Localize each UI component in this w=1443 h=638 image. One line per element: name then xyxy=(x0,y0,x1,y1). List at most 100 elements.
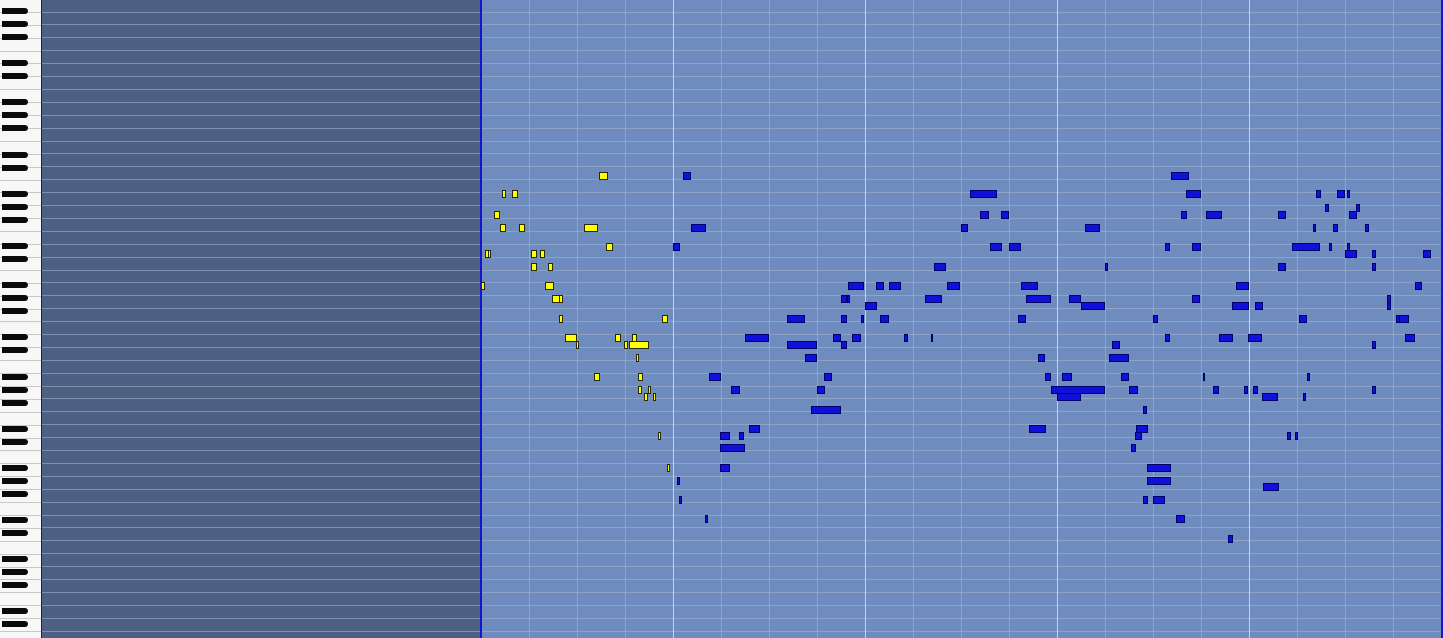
piano-white-key[interactable] xyxy=(0,593,41,607)
upcoming-note[interactable] xyxy=(1121,373,1129,381)
upcoming-note[interactable] xyxy=(1325,204,1329,212)
played-note[interactable] xyxy=(545,282,554,290)
piano-black-key[interactable] xyxy=(2,191,28,197)
piano-white-key[interactable] xyxy=(0,77,41,91)
upcoming-note[interactable] xyxy=(720,464,730,472)
piano-black-key[interactable] xyxy=(2,73,28,79)
played-note[interactable] xyxy=(636,354,639,362)
upcoming-note[interactable] xyxy=(1299,315,1307,323)
played-note[interactable] xyxy=(662,315,668,323)
upcoming-note[interactable] xyxy=(749,425,760,433)
upcoming-note[interactable] xyxy=(980,211,989,219)
upcoming-note[interactable] xyxy=(787,315,805,323)
played-note[interactable] xyxy=(648,386,651,394)
piano-black-key[interactable] xyxy=(2,295,28,301)
piano-black-key[interactable] xyxy=(2,478,28,484)
upcoming-note[interactable] xyxy=(705,515,708,523)
upcoming-note[interactable] xyxy=(1081,302,1105,310)
upcoming-note[interactable] xyxy=(1303,393,1306,401)
upcoming-note[interactable] xyxy=(947,282,960,290)
played-note[interactable] xyxy=(667,464,670,472)
upcoming-note[interactable] xyxy=(1192,295,1200,303)
piano-black-key[interactable] xyxy=(2,165,28,171)
piano-black-key[interactable] xyxy=(2,308,28,314)
piano-black-key[interactable] xyxy=(2,21,28,27)
piano-white-key[interactable] xyxy=(0,632,41,638)
upcoming-note[interactable] xyxy=(1372,386,1376,394)
upcoming-note[interactable] xyxy=(1307,373,1310,381)
upcoming-note[interactable] xyxy=(739,432,744,440)
upcoming-note[interactable] xyxy=(1316,190,1321,198)
upcoming-note[interactable] xyxy=(1387,302,1391,310)
upcoming-note[interactable] xyxy=(1399,315,1409,323)
upcoming-note[interactable] xyxy=(852,334,861,342)
upcoming-note[interactable] xyxy=(720,432,730,440)
upcoming-note[interactable] xyxy=(925,295,942,303)
upcoming-note[interactable] xyxy=(1165,243,1170,251)
upcoming-note[interactable] xyxy=(805,354,817,362)
upcoming-note[interactable] xyxy=(1295,432,1298,440)
upcoming-note[interactable] xyxy=(1365,224,1369,232)
upcoming-note[interactable] xyxy=(931,334,933,342)
piano-black-key[interactable] xyxy=(2,582,28,588)
played-note[interactable] xyxy=(606,243,613,251)
upcoming-note[interactable] xyxy=(1349,211,1357,219)
upcoming-note[interactable] xyxy=(1255,302,1263,310)
piano-black-key[interactable] xyxy=(2,256,28,262)
upcoming-note[interactable] xyxy=(1213,386,1219,394)
upcoming-note[interactable] xyxy=(934,263,946,271)
upcoming-note[interactable] xyxy=(1345,250,1357,258)
played-note[interactable] xyxy=(629,341,649,349)
piano-black-key[interactable] xyxy=(2,34,28,40)
upcoming-note[interactable] xyxy=(1278,263,1286,271)
upcoming-note[interactable] xyxy=(720,444,745,452)
upcoming-note[interactable] xyxy=(1171,172,1189,180)
piano-black-key[interactable] xyxy=(2,99,28,105)
upcoming-note[interactable] xyxy=(1329,243,1332,251)
upcoming-note[interactable] xyxy=(745,334,769,342)
piano-black-key[interactable] xyxy=(2,243,28,249)
upcoming-note[interactable] xyxy=(990,243,1002,251)
upcoming-note[interactable] xyxy=(1292,243,1320,251)
upcoming-note[interactable] xyxy=(1206,211,1222,219)
upcoming-note[interactable] xyxy=(1085,224,1100,232)
upcoming-note[interactable] xyxy=(1026,295,1051,303)
upcoming-note[interactable] xyxy=(889,282,901,290)
upcoming-note[interactable] xyxy=(865,302,877,310)
upcoming-note[interactable] xyxy=(1186,190,1201,198)
upcoming-note[interactable] xyxy=(1018,315,1026,323)
piano-white-key[interactable] xyxy=(0,361,41,375)
upcoming-note[interactable] xyxy=(709,373,721,381)
note-roll-area[interactable] xyxy=(481,0,1443,638)
upcoming-note[interactable] xyxy=(841,341,847,349)
upcoming-note[interactable] xyxy=(817,386,825,394)
upcoming-note[interactable] xyxy=(1405,334,1415,342)
played-note[interactable] xyxy=(502,190,506,198)
piano-black-key[interactable] xyxy=(2,608,28,614)
upcoming-note[interactable] xyxy=(1347,190,1350,198)
piano-black-key[interactable] xyxy=(2,334,28,340)
played-note[interactable] xyxy=(559,295,563,303)
upcoming-note[interactable] xyxy=(1176,515,1185,523)
upcoming-note[interactable] xyxy=(1045,373,1051,381)
played-note[interactable] xyxy=(531,250,537,258)
piano-black-key[interactable] xyxy=(2,347,28,353)
played-note[interactable] xyxy=(599,172,608,180)
upcoming-note[interactable] xyxy=(1372,250,1376,258)
piano-black-key[interactable] xyxy=(2,491,28,497)
upcoming-note[interactable] xyxy=(1009,243,1021,251)
upcoming-note[interactable] xyxy=(1262,393,1278,401)
played-note[interactable] xyxy=(565,334,577,342)
piano-black-key[interactable] xyxy=(2,439,28,445)
upcoming-note[interactable] xyxy=(1143,406,1147,414)
played-note[interactable] xyxy=(584,224,598,232)
upcoming-note[interactable] xyxy=(847,295,850,303)
upcoming-note[interactable] xyxy=(1415,282,1422,290)
upcoming-note[interactable] xyxy=(1236,282,1249,290)
upcoming-note[interactable] xyxy=(1129,386,1138,394)
upcoming-note[interactable] xyxy=(1069,295,1081,303)
upcoming-note[interactable] xyxy=(824,373,832,381)
upcoming-note[interactable] xyxy=(1203,373,1205,381)
played-note[interactable] xyxy=(638,373,643,381)
played-note[interactable] xyxy=(644,393,648,401)
